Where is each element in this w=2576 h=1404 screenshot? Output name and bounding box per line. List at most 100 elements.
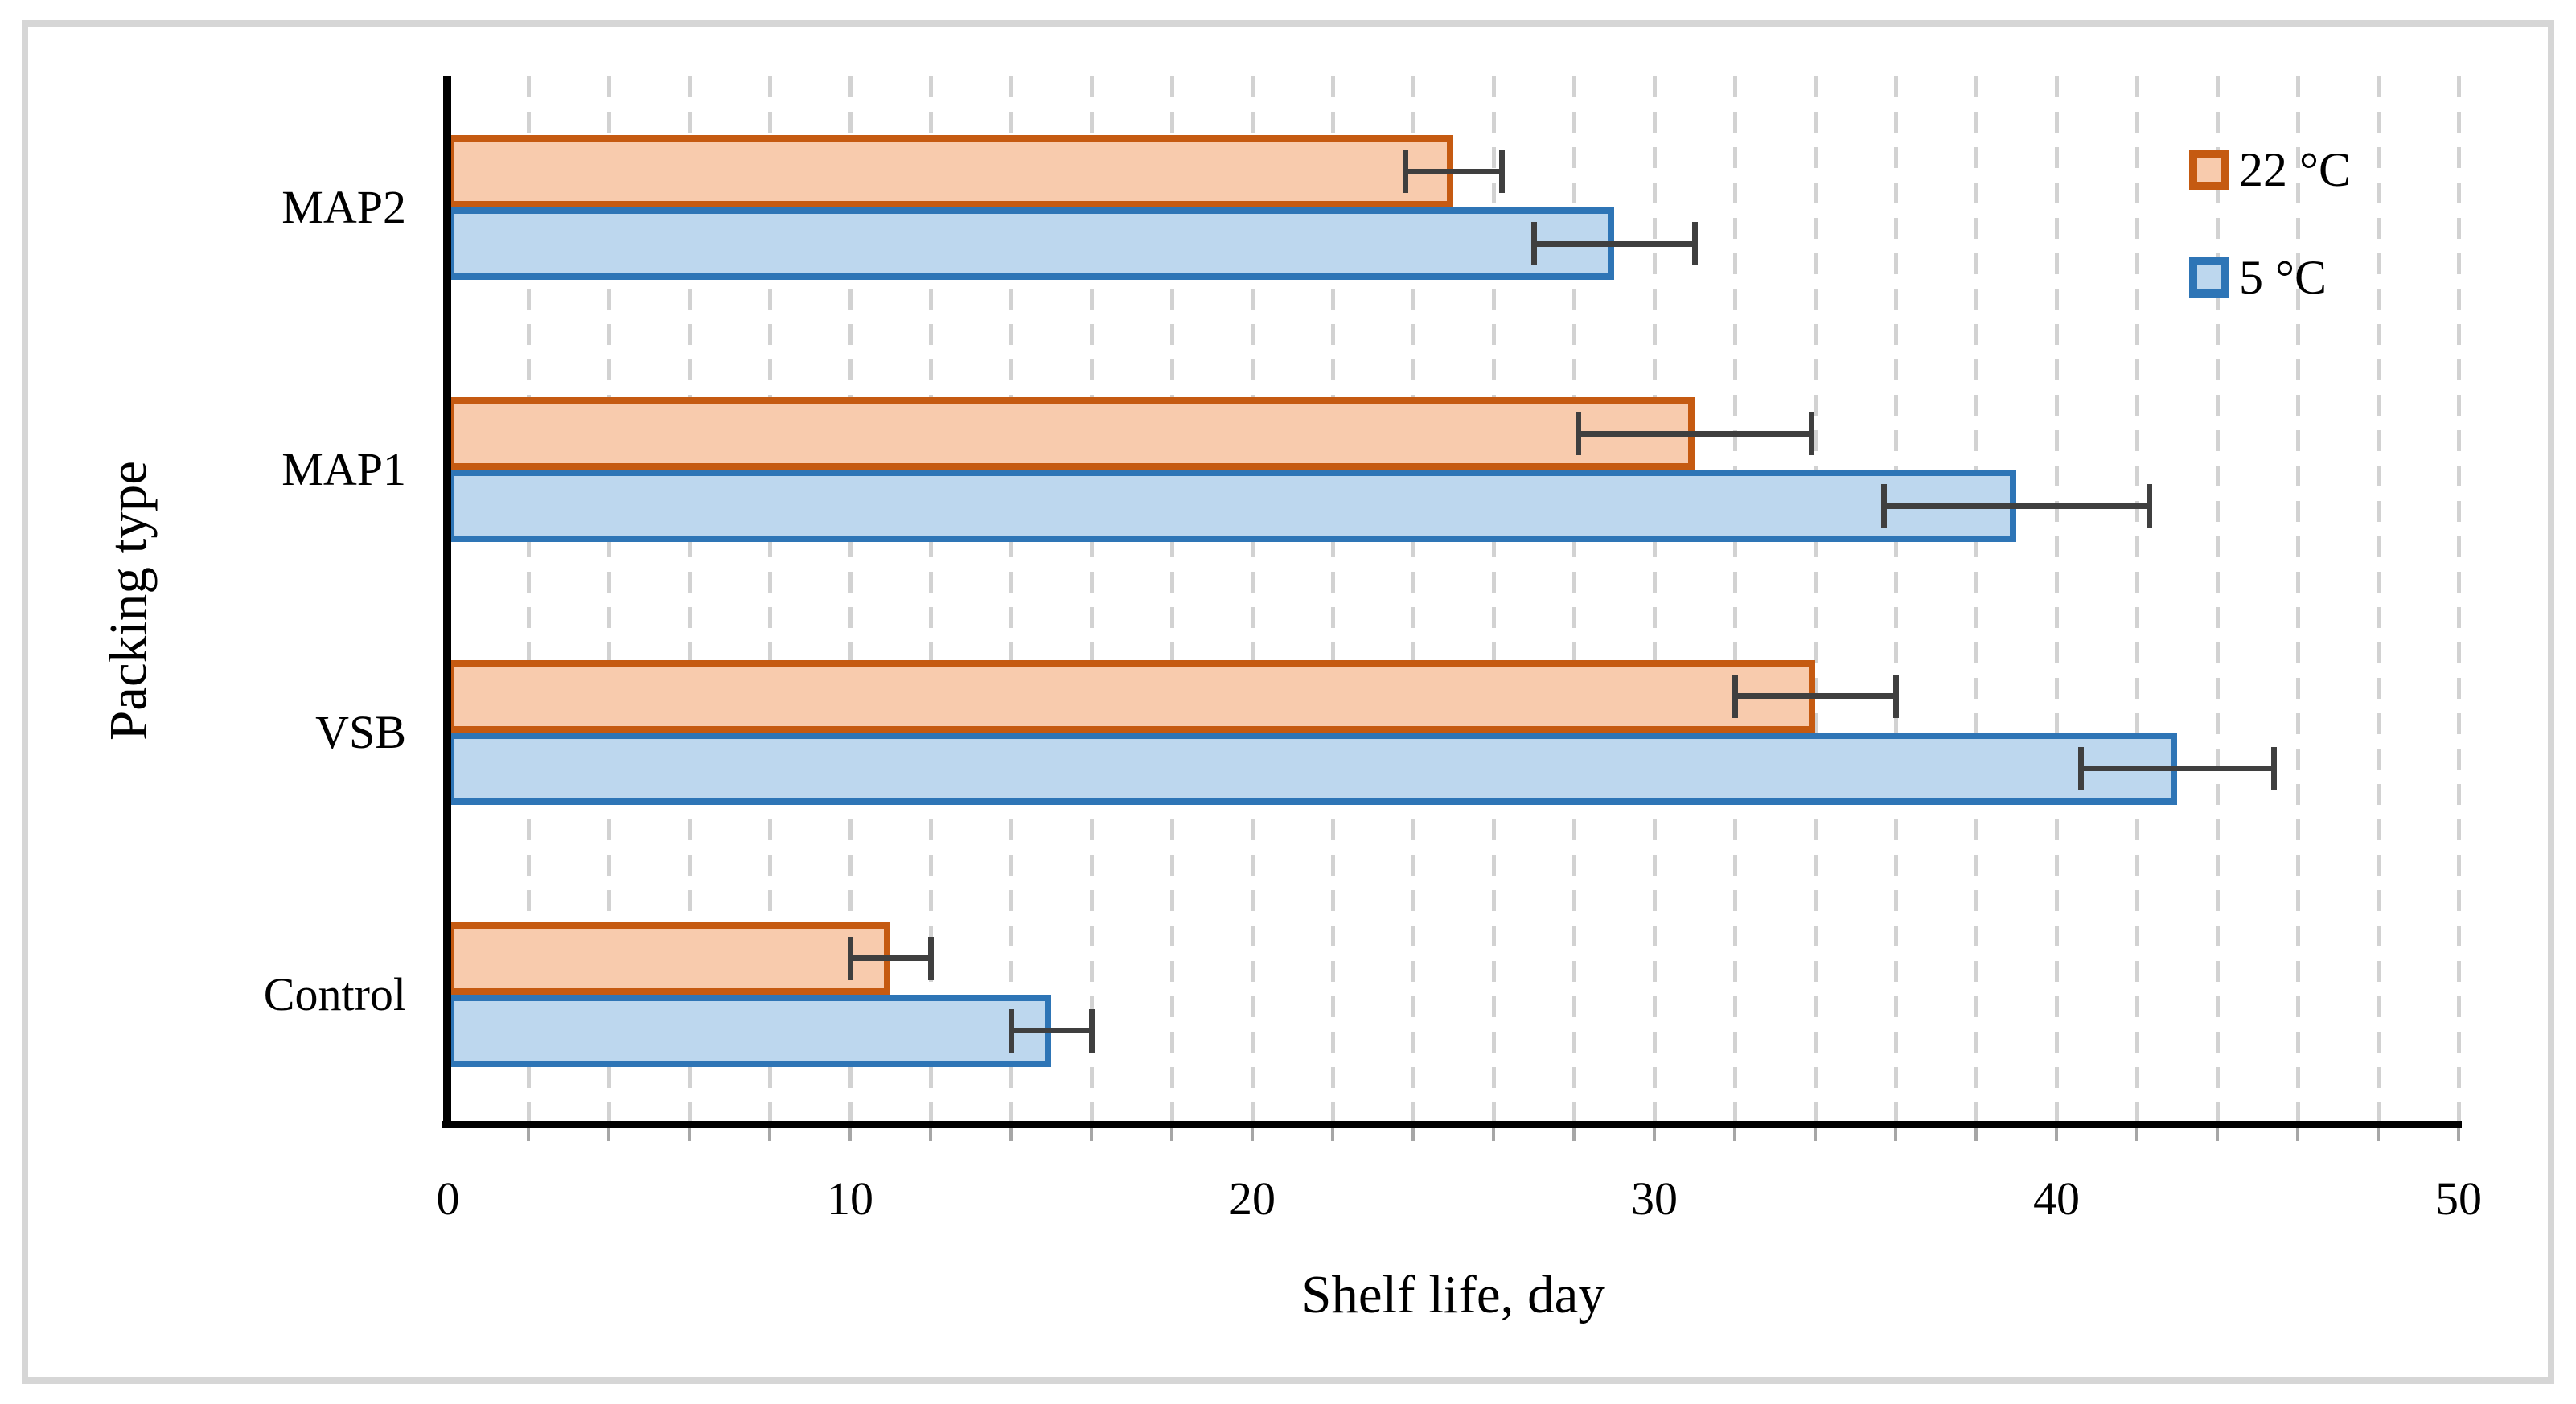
error-bar-cap [1880,484,1887,528]
legend-label: 5 °C [2239,251,2327,304]
error-bar [2081,766,2274,772]
x-tick-label: 40 [2033,1172,2080,1225]
bar-control-22c [448,922,890,995]
x-axis-minor-tick [2296,1128,2299,1141]
x-axis-minor-tick [1251,1128,1254,1141]
error-bar [1578,430,1811,437]
error-bar-cap [2270,746,2277,790]
x-axis-minor-tick [1411,1128,1415,1141]
x-axis-minor-tick [2377,1128,2380,1141]
bar-vsb-22c [448,659,1815,733]
x-tick-label: 50 [2435,1172,2482,1225]
gridline [1814,76,1818,1126]
x-axis-minor-tick [1492,1128,1495,1141]
bar-map2-5c [448,207,1614,281]
x-axis-minor-tick [1331,1128,1334,1141]
gridline [527,76,531,1126]
bar-control-5c [448,994,1051,1067]
gridline [1974,76,1978,1126]
error-bar-cap [927,936,934,980]
gridline [1492,76,1496,1126]
bar-map2-22c [448,135,1453,208]
x-axis-minor-tick [1090,1128,1093,1141]
gridline [688,76,692,1126]
x-axis-minor-tick [2457,1128,2460,1141]
legend-item-22c: 22 °C [2189,145,2351,195]
x-axis-minor-tick [768,1128,771,1141]
x-axis-minor-tick [1009,1128,1013,1141]
legend-swatch-icon [2189,257,2229,298]
error-bar [1405,168,1502,174]
x-axis-minor-tick [1814,1128,1817,1141]
gridline [1090,76,1094,1126]
x-axis-minor-tick [607,1128,610,1141]
x-tick-label: 0 [436,1172,460,1225]
error-bar-cap [1008,1008,1014,1053]
x-axis-minor-tick [848,1128,852,1141]
gridline [1411,76,1415,1126]
legend-item-5c: 5 °C [2189,252,2327,302]
bar-vsb-5c [448,732,2177,805]
bar-map1-22c [448,397,1695,470]
gridline [2135,76,2139,1126]
error-bar-cap [1498,150,1505,194]
x-axis-minor-tick [929,1128,932,1141]
x-axis-minor-tick [1170,1128,1173,1141]
error-bar-cap [2077,746,2084,790]
gridline [1331,76,1335,1126]
gridline [607,76,611,1126]
error-bar-cap [1892,674,1899,718]
x-axis-minor-tick [2216,1128,2219,1141]
gridline [1251,76,1255,1126]
x-tick-label: 10 [827,1172,873,1225]
error-bar [1534,240,1695,247]
gridline [1653,76,1657,1126]
gridline [848,76,853,1126]
x-axis-minor-tick [2135,1128,2138,1141]
gridline [2055,76,2059,1126]
category-label-map1: MAP1 [281,443,406,496]
legend-label: 22 °C [2239,143,2352,196]
x-axis-minor-tick [2055,1128,2058,1141]
category-label-vsb: VSB [315,705,406,758]
gridline [2377,76,2381,1126]
error-bar-cap [1530,222,1537,266]
error-bar-cap [1402,150,1408,194]
y-axis-line [443,76,451,1128]
x-axis-minor-tick [1974,1128,1978,1141]
x-tick-label: 20 [1229,1172,1276,1225]
x-axis-minor-tick [688,1128,691,1141]
error-bar-cap [1088,1008,1095,1053]
error-bar [1011,1028,1091,1034]
x-axis-minor-tick [1572,1128,1576,1141]
gridline [1572,76,1576,1126]
x-axis-minor-tick [1653,1128,1656,1141]
gridline [1894,76,1898,1126]
gridline [1733,76,1737,1126]
x-tick-label: 30 [1631,1172,1678,1225]
error-bar [1735,693,1896,700]
error-bar-cap [847,936,853,980]
x-axis-title: Shelf life, day [1301,1265,1605,1324]
gridline [929,76,933,1126]
gridline [1170,76,1174,1126]
category-label-control: Control [263,967,406,1020]
category-label-map2: MAP2 [281,181,406,234]
x-axis-minor-tick [1894,1128,1897,1141]
gridline [1009,76,1013,1126]
legend-swatch-icon [2189,150,2229,190]
x-axis-minor-tick [1733,1128,1736,1141]
gridline [2457,76,2461,1126]
error-bar [850,955,931,962]
error-bar-cap [1691,222,1698,266]
error-bar-cap [1575,412,1581,456]
x-axis-line [442,1121,2462,1128]
y-axis-title: Packing type [98,461,158,741]
gridline [768,76,772,1126]
gridline [2216,76,2220,1126]
error-bar-cap [2146,484,2152,528]
error-bar-cap [1808,412,1814,456]
x-axis-minor-tick [527,1128,530,1141]
gridline [2296,76,2300,1126]
